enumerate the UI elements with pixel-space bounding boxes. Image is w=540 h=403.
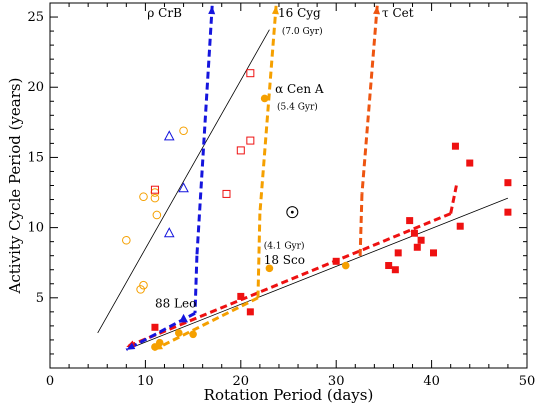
data-point-circle [174,329,183,337]
data-point-circle-open [179,126,188,136]
y-tick-label: 20 [27,80,44,95]
data-point-circle-open [150,193,160,203]
arrowhead [271,5,279,15]
data-point-square [246,308,254,316]
evolution-track [360,5,379,195]
data-point-square [504,208,512,216]
evolution-track [449,185,458,214]
data-point-square-open [222,189,231,198]
y-axis-title: Activity Cycle Period (years) [6,78,24,295]
data-point-circle-open [152,210,162,220]
evolution-track [193,255,199,314]
data-point-square [151,323,159,331]
data-point-circle [341,261,350,270]
arrowhead [126,342,136,350]
y-tick-label: 25 [27,10,44,25]
evolution-track [358,193,364,259]
annotation-label: (7.0 Gyr) [282,26,323,37]
data-point-circle-open [136,285,145,294]
fit-line [126,197,509,351]
data-point-square [451,142,459,150]
data-point-square-open [246,136,255,145]
evolution-track [195,5,214,256]
data-point-triangle-open [178,182,189,193]
data-point-square [237,292,245,300]
data-point-circle [265,264,274,273]
y-tick-label: 10 [27,221,44,236]
data-point-square [417,236,425,244]
fit-line [97,29,270,334]
evolution-track [125,212,452,349]
sun-symbol [286,206,299,219]
x-tick-label: 0 [46,374,54,389]
sun-symbol-dot [290,210,294,214]
data-point-square-open [236,146,245,155]
data-point-circle-open [122,235,131,245]
data-point-circle [189,330,197,339]
annotation-label: ρ CrB [147,6,182,20]
data-point-square [385,262,393,270]
x-tick-label: 40 [423,374,440,389]
data-point-triangle [179,313,189,323]
data-point-square [394,249,402,257]
x-tick-label: 50 [519,374,536,389]
data-point-square [332,257,340,265]
data-point-square [410,229,418,237]
data-point-square [406,217,414,225]
annotation-label: (5.4 Gyr) [277,102,318,113]
data-point-triangle-open [163,130,175,141]
data-point-square [504,179,512,187]
annotation-label: (4.1 Gyr) [264,241,305,252]
annotation-label: 16 Cyg [278,6,321,20]
annotation-label: 88 Leo [155,297,196,311]
data-point-square [391,266,399,274]
data-point-circle-open [139,280,148,290]
x-tick-label: 10 [137,374,154,389]
annotation-label: τ Cet [382,6,414,20]
evolution-track [258,5,278,214]
data-point-square-open [246,69,255,78]
evolution-track [153,296,259,352]
y-tick-label: 5 [36,291,44,306]
data-point-circle [260,94,269,103]
arrowhead [208,5,216,15]
arrowhead [373,5,381,15]
data-point-square [466,159,474,167]
annotation-label: 18 Sco [264,253,305,267]
data-point-circle [155,338,164,347]
data-point-triangle-open [163,227,175,238]
x-axis-title: Rotation Period (days) [204,386,374,403]
data-point-square [430,249,438,257]
data-point-circle-open [139,192,148,202]
x-tick-label: 30 [328,374,345,389]
data-point-square [456,222,464,230]
x-tick-label: 20 [233,374,250,389]
evolution-track [256,213,262,298]
data-point-square-open [150,185,159,194]
y-tick-label: 15 [27,150,44,165]
annotation-label: α Cen A [275,82,324,96]
data-point-square [413,243,421,251]
